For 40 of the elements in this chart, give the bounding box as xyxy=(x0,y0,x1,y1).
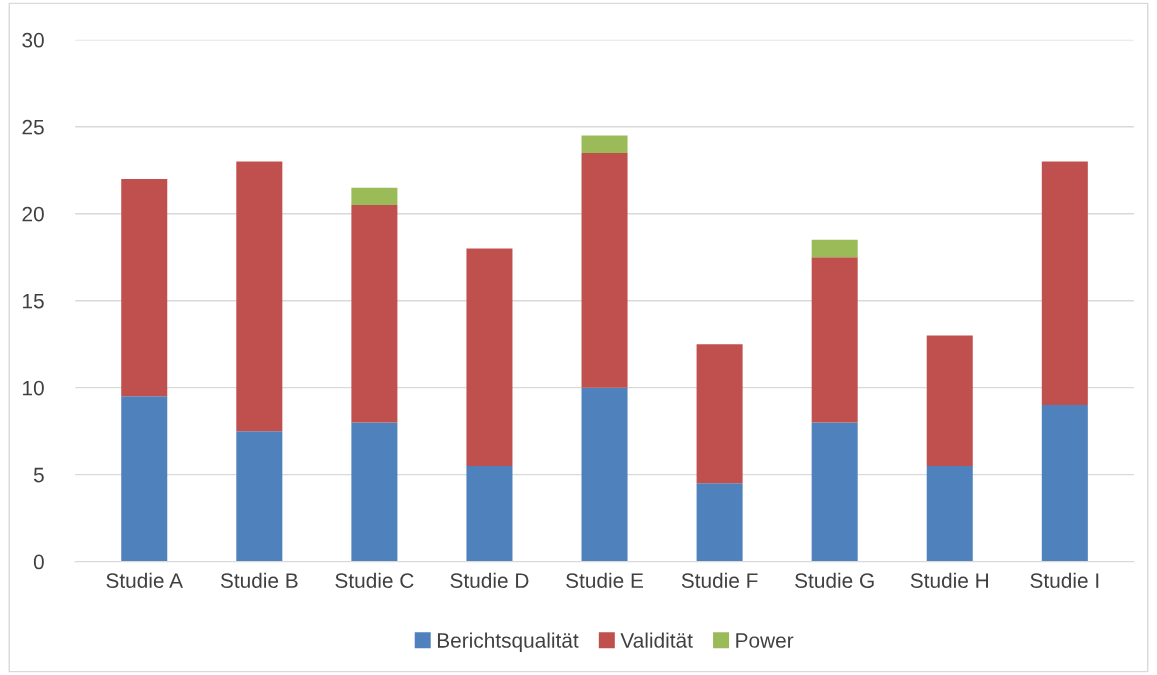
bar xyxy=(581,387,628,562)
x-tick-label: Studie H xyxy=(910,572,988,589)
bar xyxy=(811,257,858,423)
x-tick-label: Studie C xyxy=(335,572,414,589)
bar xyxy=(121,396,168,562)
bar xyxy=(926,335,973,466)
x-tick-label: Studie F xyxy=(681,572,758,589)
bar xyxy=(1041,405,1088,562)
bar xyxy=(121,178,168,397)
y-tick-label: 15 xyxy=(23,293,44,309)
y-tick-label: 20 xyxy=(22,206,44,222)
bar xyxy=(581,135,628,153)
bar xyxy=(1041,161,1088,406)
legend-label: Validität xyxy=(620,632,693,648)
x-tick-label: Studie E xyxy=(566,572,644,589)
y-tick-label: 5 xyxy=(33,467,44,483)
bar xyxy=(696,344,743,484)
bar xyxy=(236,161,283,432)
x-tick-label: Studie I xyxy=(1030,572,1099,589)
x-tick-label: Studie D xyxy=(450,572,529,589)
bar xyxy=(351,205,398,423)
bar xyxy=(811,239,858,258)
legend-label: Berichtsqualität xyxy=(437,632,579,652)
x-tick-label: Studie G xyxy=(795,572,874,589)
legend-label: Power xyxy=(736,633,794,648)
y-tick-label: 0 xyxy=(33,554,44,570)
bar xyxy=(466,465,513,562)
y-tick-label: 25 xyxy=(22,119,44,135)
bar xyxy=(236,431,283,562)
x-tick-label: Studie A xyxy=(106,572,184,589)
bar xyxy=(581,152,628,388)
bar xyxy=(351,187,398,206)
bar xyxy=(466,248,513,466)
bar xyxy=(811,422,858,562)
x-tick-label: Studie B xyxy=(220,572,298,589)
y-tick-label: 30 xyxy=(22,32,44,48)
bar xyxy=(696,483,743,562)
y-tick-label: 10 xyxy=(23,380,44,396)
bar xyxy=(351,422,398,562)
bar xyxy=(926,465,973,562)
